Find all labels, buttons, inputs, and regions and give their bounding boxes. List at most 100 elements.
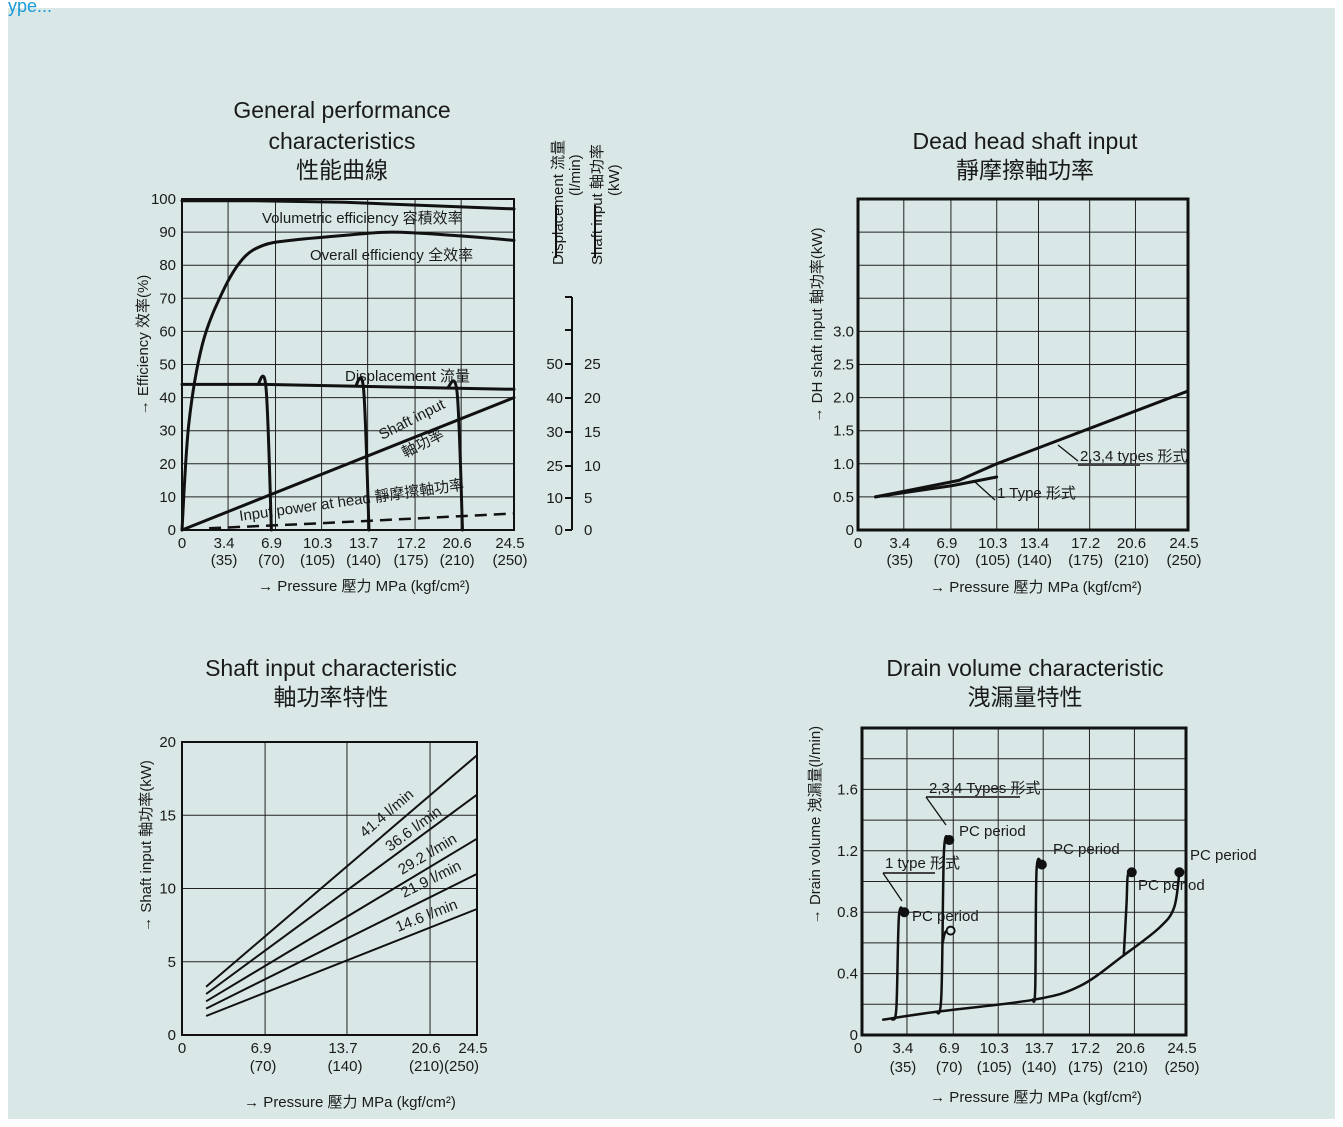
chart-marks-layer: 0 3.4(35)6.9(70)10.3(105)13.7(140)17.2(17… xyxy=(151,191,1202,1076)
gp-x-tick-sublabel: (35) xyxy=(211,552,238,569)
dh-x-tick-label: 17.2 xyxy=(1071,535,1100,552)
gp-x-tick-label: 13.7 xyxy=(349,535,378,552)
dh-annotation-1-type: 1 Type 形式 xyxy=(997,485,1076,502)
dh-series-line xyxy=(874,475,999,499)
dh-x-tick-label: 3.4 xyxy=(889,535,910,552)
dh-x-tick-sublabel: (35) xyxy=(886,552,913,569)
dv-x-tick-sublabel: (250) xyxy=(1164,1059,1199,1076)
gp-x-tick-label: 6.9 xyxy=(261,535,282,552)
dh-x-tick-sublabel: (105) xyxy=(975,552,1010,569)
dv-x-tick-label: 24.5 xyxy=(1167,1040,1196,1057)
dh-titles: Dead head shaft input 靜摩擦軸功率 → DH shaft … xyxy=(809,128,1188,596)
figure-panel: ype... xyxy=(8,0,1335,1119)
dv-point-marker xyxy=(1036,859,1047,870)
dv-title-line2: 洩漏量特性 xyxy=(968,684,1083,710)
dh-y-tick-label: 1.5 xyxy=(833,423,854,440)
dv-y-tick-label: 0.8 xyxy=(837,904,858,921)
si-x-tick-label: 13.7 xyxy=(328,1040,357,1057)
gp-right-label-displacement: Displacement 流量 xyxy=(550,140,567,265)
si-series-line xyxy=(205,754,478,988)
dh-y-axis-label: → DH shaft input 軸功率(kW) xyxy=(809,227,826,422)
gp-x-tick-sublabel: (70) xyxy=(258,552,285,569)
dh-y-tick-label: 0.5 xyxy=(833,489,854,506)
gp-right-shaft-tick-label: 20 xyxy=(584,390,601,407)
si-x-tick-label: 0 xyxy=(178,1040,186,1057)
gp-chart: 0 3.4(35) 6.9(70) 10.3(105) 13.7(140) 17.2(17… xyxy=(151,191,601,569)
gp-series-line xyxy=(180,230,516,532)
dv-x-tick-sublabel: (105) xyxy=(977,1059,1012,1076)
si-frame xyxy=(181,741,478,1036)
dh-x-tick-sublabel: (140) xyxy=(1017,552,1052,569)
gp-right-label-displacement-unit: (l/min) xyxy=(567,154,584,196)
dv-point-marker xyxy=(944,835,955,846)
gp-cutoff-curve xyxy=(446,379,464,532)
section-header: ype... xyxy=(8,0,53,16)
dh-x-tick-label: 6.9 xyxy=(937,535,958,552)
gp-right-displacement-tick-label: 40 xyxy=(546,390,563,407)
dh-y-tick-label: 0 xyxy=(846,522,854,539)
si-y-tick-label: 10 xyxy=(159,881,176,898)
gp-right-displacement-tick-label: 0 xyxy=(555,522,563,539)
gp-right-shaft-tick-label: 25 xyxy=(584,356,601,373)
gp-x-tick-sublabel: (105) xyxy=(300,552,335,569)
dv-annotation-1-type: 1 type 形式 xyxy=(885,855,960,872)
dh-x-tick-sublabel: (175) xyxy=(1068,552,1103,569)
dv-y-tick-label: 1.2 xyxy=(837,843,858,860)
dv-x-tick-label: 20.6 xyxy=(1116,1040,1145,1057)
gp-right-label-shaft: Shaft input 軸功率 xyxy=(589,144,606,265)
gp-y-tick-label: 50 xyxy=(159,357,176,374)
gp-right-displacement-tick-label: 30 xyxy=(546,424,563,441)
si-series-line xyxy=(205,793,478,995)
si-title-line1: Shaft input characteristic xyxy=(205,655,457,681)
si-y-tick-label: 15 xyxy=(159,807,176,824)
dv-x-tick-label: 3.4 xyxy=(893,1040,914,1057)
si-x-tick-label: 24.5 xyxy=(458,1040,487,1057)
dv-y-tick-label: 0.4 xyxy=(837,966,858,983)
dv-leader-b xyxy=(882,872,903,902)
dh-y-tick-label: 1.0 xyxy=(833,456,854,473)
dv-x-tick-label: 0 xyxy=(854,1040,862,1057)
gp-right-shaft-tick-label: 0 xyxy=(584,522,592,539)
dh-x-tick-label: 24.5 xyxy=(1169,535,1198,552)
si-y-tick-label: 20 xyxy=(159,734,176,751)
gp-x-tick-sublabel: (250) xyxy=(492,552,527,569)
dh-x-tick-label: 20.6 xyxy=(1117,535,1146,552)
gp-frame xyxy=(181,198,515,531)
dh-x-tick-label: 13.4 xyxy=(1020,535,1049,552)
gp-x-tick-label: 3.4 xyxy=(214,535,235,552)
dv-annotation-234-types: 2,3,4 Types 形式 xyxy=(929,780,1040,797)
gp-y-tick-label: 0 xyxy=(168,522,176,539)
dv-annotation-pc-period-4: PC period xyxy=(1138,877,1205,894)
gp-title-line1: General performance xyxy=(233,97,450,123)
dv-x-axis-label: → Pressure 壓力 MPa (kgf/cm²) xyxy=(930,1089,1142,1106)
dv-annotation-pc-period-1: PC period xyxy=(912,908,979,925)
si-x-tick-label: 6.9 xyxy=(251,1040,272,1057)
gp-right-shaft-tick-label: 15 xyxy=(584,424,601,441)
gp-x-tick-sublabel: (175) xyxy=(394,552,429,569)
gp-y-tick-label: 100 xyxy=(151,191,176,208)
gp-y-tick-label: 80 xyxy=(159,257,176,274)
dv-x-tick-label: 17.2 xyxy=(1071,1040,1100,1057)
gp-x-axis-label: → Pressure 壓力 MPa (kgf/cm²) xyxy=(258,578,470,595)
gp-right-displacement-tick-label: 50 xyxy=(546,356,563,373)
dv-title-line1: Drain volume characteristic xyxy=(886,655,1163,681)
dh-leader-a xyxy=(1057,444,1079,462)
gp-x-tick-sublabel: (210) xyxy=(440,552,475,569)
gp-y-tick-label: 60 xyxy=(159,323,176,340)
dv-point-marker xyxy=(1174,867,1185,878)
si-y-tick-label: 5 xyxy=(168,954,176,971)
gp-x-tick-label: 17.2 xyxy=(396,535,425,552)
dv-x-tick-label: 13.7 xyxy=(1025,1040,1054,1057)
dv-annotation-pc-period-5: PC period xyxy=(1190,847,1257,864)
dh-x-tick-sublabel: (250) xyxy=(1166,552,1201,569)
gp-annotation-overall: Overall efficiency 全效率 xyxy=(310,246,473,264)
dv-x-tick-sublabel: (35) xyxy=(890,1059,917,1076)
gp-title-line3: 性能曲線 xyxy=(296,157,388,183)
dv-y-tick-label: 1.6 xyxy=(837,781,858,798)
si-chart: 0 6.9 13.7 20.6 24.5 (70) (140) (210)(250) 0 5 10 1… xyxy=(159,734,487,1075)
gp-right-displacement-tick-label: 10 xyxy=(546,490,563,507)
dv-annotation-pc-period-2: PC period xyxy=(959,823,1026,840)
si-series-line xyxy=(205,837,478,1003)
si-x-axis-label: → Pressure 壓力 MPa (kgf/cm²) xyxy=(244,1094,456,1111)
